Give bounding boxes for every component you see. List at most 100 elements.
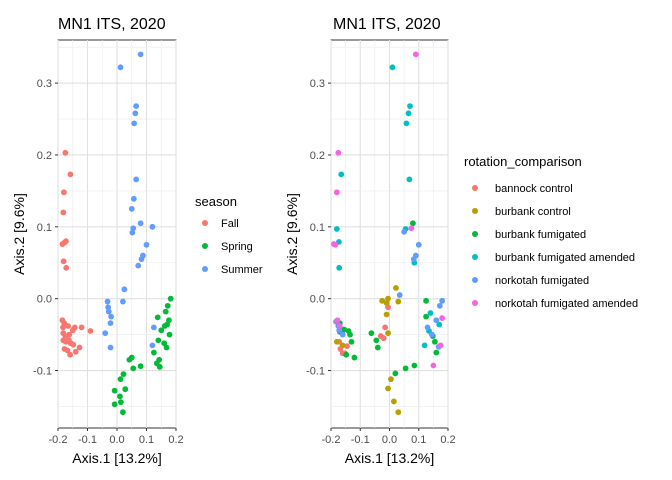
data-point: [78, 324, 85, 331]
data-point: [66, 331, 73, 338]
data-point: [59, 241, 66, 247]
x-tick-label: -0.2: [49, 434, 68, 446]
gridlines: [330, 40, 449, 428]
data-point: [164, 302, 171, 309]
data-point: [348, 338, 355, 345]
data-point: [411, 362, 418, 369]
data-point: [120, 409, 126, 416]
data-point: [406, 176, 413, 183]
data-point: [122, 386, 129, 393]
y-tick-label: -0.1: [33, 366, 52, 378]
data-point: [439, 297, 446, 304]
legend-key: [472, 208, 478, 214]
data-point: [130, 195, 137, 202]
data-point: [412, 51, 419, 58]
data-point: [104, 298, 111, 305]
legend-title: season: [195, 194, 237, 209]
y-axis-title: Axis.2 [9.6%]: [11, 193, 27, 275]
y-tick-label: -0.1: [306, 366, 325, 378]
data-point: [343, 351, 350, 358]
data-point: [149, 342, 156, 349]
gridlines: [57, 40, 177, 428]
data-point: [374, 344, 381, 351]
legend-label: Spring: [221, 241, 253, 253]
data-point: [137, 363, 144, 370]
legend-key: [472, 300, 478, 306]
data-point: [436, 302, 443, 309]
data-point: [380, 335, 387, 342]
data-point: [72, 348, 79, 355]
data-point: [166, 331, 173, 338]
data-point: [392, 370, 399, 377]
data-point: [334, 317, 341, 324]
data-point: [439, 315, 446, 321]
x-tick-label: 0.2: [440, 434, 455, 446]
data-point: [430, 362, 437, 369]
data-point: [393, 284, 399, 291]
series-norkotah-fumigated-amended: [331, 51, 446, 369]
data-point: [117, 393, 123, 400]
data-point: [368, 330, 375, 337]
data-point: [332, 241, 339, 248]
data-point: [150, 349, 157, 356]
data-point: [385, 330, 391, 337]
data-point: [163, 344, 170, 351]
data-point: [117, 64, 124, 71]
data-point: [130, 225, 137, 232]
data-point: [60, 209, 67, 216]
data-point: [383, 311, 390, 318]
chart-title: MN1 ITS, 2020: [333, 16, 441, 33]
data-point: [429, 331, 435, 338]
data-point: [437, 342, 444, 349]
legend-key: [202, 243, 208, 249]
data-point: [333, 189, 340, 196]
data-point: [131, 120, 138, 127]
data-point: [396, 292, 403, 298]
series-Summer: [102, 51, 157, 351]
x-tick-label: 0.1: [411, 434, 426, 446]
series-burbank-control: [333, 284, 402, 416]
data-point: [408, 225, 415, 232]
legend-key: [202, 220, 208, 226]
data-point: [67, 171, 74, 178]
data-point: [108, 313, 114, 320]
data-point: [102, 330, 109, 337]
data-point: [65, 323, 71, 329]
data-point: [373, 337, 380, 344]
series-Fall: [59, 149, 94, 358]
data-point: [433, 317, 440, 324]
y-tick-label: 0.3: [310, 78, 325, 90]
legend-label: burbank fumigated amended: [495, 252, 635, 264]
y-tick-label: 0.0: [37, 294, 52, 306]
data-point: [76, 344, 83, 351]
data-point: [433, 349, 440, 356]
data-point: [105, 304, 112, 311]
x-tick-label: 0.1: [139, 434, 154, 446]
series-burbank-fumigated: [336, 220, 440, 377]
x-axis-title: Axis.1 [13.2%]: [72, 450, 162, 466]
data-point: [344, 343, 350, 349]
data-point: [60, 324, 66, 331]
legend-key: [472, 231, 478, 237]
data-point: [63, 264, 70, 271]
data-point: [336, 264, 343, 271]
legend-title: rotation_comparison: [464, 154, 582, 169]
data-point: [154, 314, 161, 321]
data-point: [128, 205, 135, 212]
legend-key: [472, 185, 478, 191]
data-point: [155, 337, 162, 344]
data-point: [407, 103, 413, 110]
legend-label: Summer: [221, 264, 263, 276]
season-chart: -0.2 -0.1 0.0 0.1 0.2 -0.1 0.0 0.1 0.2 0.3 MN1 ITS…: [11, 16, 263, 466]
data-point: [87, 328, 94, 334]
data-point: [61, 189, 67, 196]
data-point: [395, 409, 402, 416]
data-point: [402, 365, 409, 372]
data-point: [126, 356, 133, 363]
data-point: [70, 341, 77, 348]
legend-label: norkotah fumigated: [495, 275, 589, 287]
data-point: [120, 298, 126, 305]
data-point: [138, 256, 145, 263]
legend-label: bannock control: [495, 183, 573, 195]
